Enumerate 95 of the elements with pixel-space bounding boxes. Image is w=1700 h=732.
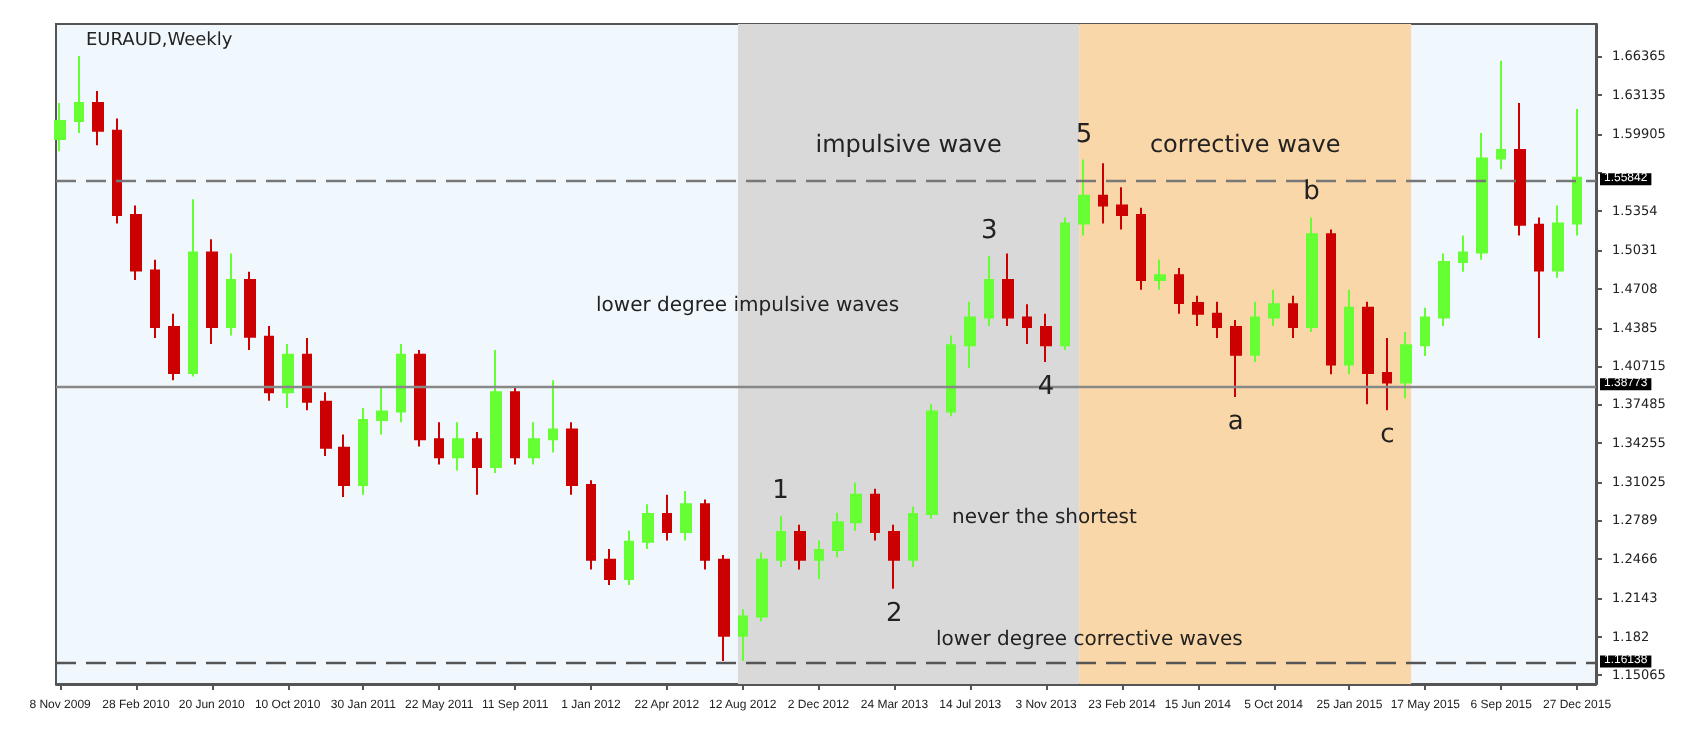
candlestick <box>226 252 236 337</box>
candlestick <box>1572 107 1582 237</box>
candlestick <box>54 101 66 153</box>
candlestick <box>718 553 730 662</box>
candlestick <box>264 324 274 402</box>
annotation: c <box>1380 420 1395 451</box>
candlestick <box>566 421 578 496</box>
candlestick <box>150 258 160 339</box>
candlestick <box>1060 216 1070 352</box>
band-label: impulsive wave <box>815 130 1002 158</box>
candlestick <box>414 349 426 448</box>
candlestick <box>680 490 692 542</box>
candlestick <box>1344 288 1354 376</box>
candlestick <box>1136 206 1146 291</box>
annotation: 4 <box>1037 372 1055 403</box>
candlestick <box>586 479 596 571</box>
candlestick <box>338 433 350 499</box>
candlestick <box>112 117 122 225</box>
candlestick <box>472 430 482 496</box>
annotation: 5 <box>1075 119 1093 150</box>
candlestick <box>984 255 994 327</box>
candlestick <box>776 515 786 568</box>
candlestick <box>814 539 824 581</box>
candlestick <box>832 511 844 559</box>
candlestick <box>794 523 806 571</box>
candlestick <box>662 493 672 542</box>
candlestick <box>1382 336 1392 412</box>
annotation: 1 <box>772 476 789 507</box>
candlestick <box>1212 300 1222 339</box>
candlestick <box>1098 162 1108 225</box>
candlestick <box>1002 252 1014 327</box>
candlestick <box>1288 294 1298 339</box>
candlestick <box>700 498 710 571</box>
candlestick <box>1534 216 1544 339</box>
annotation: b <box>1303 177 1320 208</box>
annotation: a <box>1227 407 1244 438</box>
candlestick <box>376 385 388 436</box>
candlestick <box>1514 101 1526 237</box>
candlestick <box>434 421 444 466</box>
candlestick <box>1078 158 1090 237</box>
candlestick <box>74 54 84 135</box>
candlestick <box>452 421 464 472</box>
candlestick <box>1192 294 1204 327</box>
candlestick <box>528 421 540 466</box>
candlestick <box>320 391 332 458</box>
candlestick <box>1476 132 1488 261</box>
candlestick <box>1306 216 1318 333</box>
candlestick <box>1250 300 1260 364</box>
candlestick <box>604 547 616 587</box>
candlestick <box>946 334 956 418</box>
candlestick <box>1552 204 1564 279</box>
candlestick <box>1458 234 1468 273</box>
candlestick <box>850 481 862 532</box>
candlestick <box>1040 312 1052 364</box>
candlestick <box>1420 306 1430 358</box>
candlestick <box>1268 288 1280 327</box>
candlestick <box>738 608 748 662</box>
candlestick <box>1400 330 1412 400</box>
candlestick <box>548 379 558 454</box>
candlestick <box>396 343 406 424</box>
candlestick <box>870 487 880 542</box>
candlestick <box>964 300 976 370</box>
annotation: lower degree impulsive waves <box>596 295 900 317</box>
annotation: never the shortest <box>952 507 1137 529</box>
candlestick <box>358 406 368 496</box>
candlestick <box>282 343 294 409</box>
candlestick <box>1116 186 1128 231</box>
candlestick <box>206 238 218 345</box>
candlestick <box>642 503 654 550</box>
annotation: 3 <box>980 216 998 247</box>
candlestick <box>130 204 142 282</box>
candlestick <box>926 403 938 520</box>
candlestick <box>756 551 768 623</box>
annotation: 2 <box>886 598 903 629</box>
candlestick <box>168 312 180 382</box>
candlestick <box>1362 300 1374 406</box>
candlestick <box>302 336 312 412</box>
candlestick <box>1326 228 1336 376</box>
candlestick <box>1022 303 1032 345</box>
candlestick <box>908 505 918 568</box>
candlestick <box>1174 267 1184 315</box>
candlestick <box>510 385 520 466</box>
candlestick <box>490 349 502 474</box>
candlestick <box>624 529 634 587</box>
band-label: corrective wave <box>1149 130 1341 158</box>
chart-title: EURAUD,Weekly <box>86 31 234 51</box>
annotation: lower degree corrective waves <box>936 629 1243 651</box>
candlestick <box>92 89 104 147</box>
candlestick <box>1154 258 1166 291</box>
candlestick <box>1496 59 1506 171</box>
candlestick <box>188 198 198 378</box>
candlestick <box>1230 318 1242 399</box>
candlestick <box>888 523 900 590</box>
candlestick <box>1438 252 1450 327</box>
candlestick <box>244 270 256 352</box>
